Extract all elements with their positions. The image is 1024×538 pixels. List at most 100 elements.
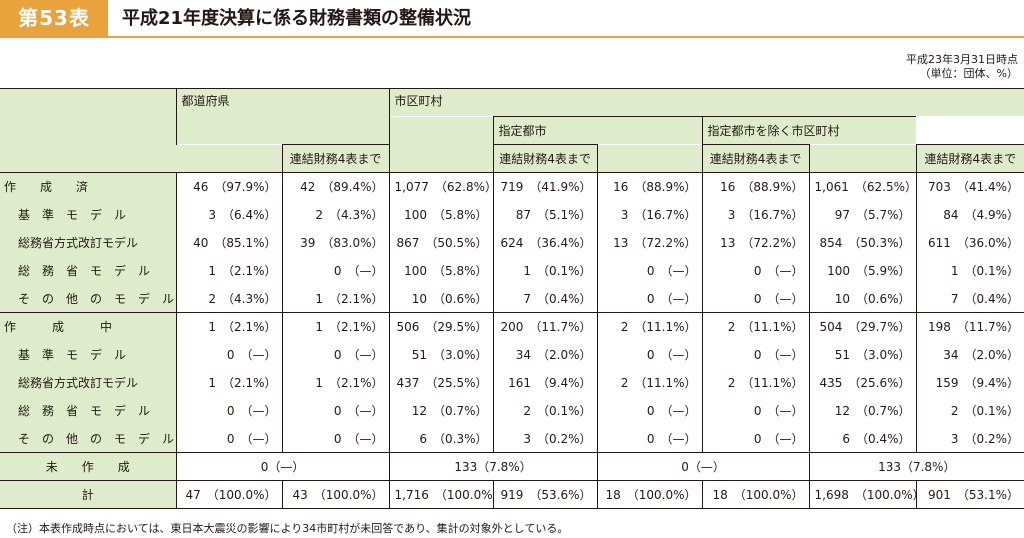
table-cell: 42 （89.4%） bbox=[281, 172, 390, 201]
cell-percent: （0.1%） bbox=[537, 404, 592, 418]
table-cell: 51 （3.0%） bbox=[808, 340, 917, 369]
col-header-non-designated: 指定都市を除く市区町村 bbox=[701, 116, 917, 145]
table-cell: 0 （—） bbox=[596, 284, 703, 313]
cell-count: 435 bbox=[819, 376, 843, 390]
cell-count: 34 bbox=[943, 348, 959, 362]
cell-count: 1,077 bbox=[394, 180, 429, 195]
cell-count: 2 bbox=[208, 291, 216, 306]
cell-percent: （53.1%） bbox=[956, 488, 1020, 502]
col-header-municipalities: 市区町村 bbox=[388, 88, 1024, 117]
table-row: 総務省方式改訂モデル 1 （2.1%） 1 （2.1%） 437 （25.5%） 161 （9.… bbox=[0, 368, 1024, 397]
cell-percent: （3.0%） bbox=[856, 348, 911, 362]
cell-percent: （—） bbox=[660, 431, 697, 446]
cell-percent: （—） bbox=[240, 431, 277, 446]
cell-count: 2 bbox=[727, 376, 736, 390]
cell-percent: （29.5%） bbox=[425, 320, 488, 335]
cell-percent: （62.8%） bbox=[434, 180, 494, 195]
row-total-label: 計 bbox=[0, 480, 176, 509]
cell-count: 901 bbox=[928, 488, 951, 502]
table-cell: 1,077 （62.8%） bbox=[388, 172, 494, 201]
table-cell: 13 （72.2%） bbox=[596, 228, 703, 257]
col-header-designated: 指定都市 bbox=[492, 116, 703, 145]
col-header-consolidated: 連結財務4表まで bbox=[492, 144, 598, 173]
cell-percent: （36.0%） bbox=[956, 236, 1020, 250]
cell-count: 51 bbox=[834, 348, 851, 362]
uncreated-designated-cell: 0（—） bbox=[596, 452, 810, 481]
cell-count: 0 bbox=[646, 404, 655, 418]
cell-percent: （0.7%） bbox=[433, 404, 488, 418]
row-model-label: 総務省方式改訂モデル bbox=[0, 228, 176, 257]
cell-percent: （41.9%） bbox=[529, 180, 592, 195]
table-row: 作 成 中 1 （2.1%） 1 （2.1%） 506 （29.5%） 200 （11.7%） 2… bbox=[0, 312, 1024, 341]
cell-percent: （11.1%） bbox=[634, 376, 697, 390]
cell-percent: （6.4%） bbox=[222, 208, 277, 222]
table-cell: 40 （85.1%） bbox=[175, 228, 282, 257]
table-cell: 97 （5.7%） bbox=[808, 200, 917, 229]
table-cell: 198 （11.7%） bbox=[915, 312, 1024, 341]
cell-count: 10 bbox=[411, 291, 428, 306]
cell-percent: （72.2%） bbox=[741, 236, 804, 250]
cell-percent: （2.0%） bbox=[964, 348, 1020, 362]
table-cell: 12 （0.7%） bbox=[388, 396, 494, 425]
table-cell: 2 （11.1%） bbox=[701, 368, 810, 397]
table-cell: 100 （5.9%） bbox=[808, 256, 917, 285]
table-cell: 3 （16.7%） bbox=[701, 200, 810, 229]
cell-count: 3 bbox=[208, 208, 216, 222]
table-cell: 0 （—） bbox=[175, 396, 282, 425]
table-cell: 0 （—） bbox=[596, 424, 703, 453]
table-cell: 34 （2.0%） bbox=[915, 340, 1024, 369]
cell-count: 87 bbox=[515, 208, 532, 222]
row-model-label: 総 務 省 モ デ ル bbox=[0, 256, 176, 285]
table-cell: 0 （—） bbox=[596, 256, 703, 285]
cell-count: 3 bbox=[727, 208, 736, 222]
col-header-consolidated: 連結財務4表まで bbox=[915, 144, 1024, 173]
page-title: 平成21年度決算に係る財務書類の整備状況 bbox=[122, 8, 472, 29]
table-cell: 47 （100.0%） bbox=[175, 480, 282, 509]
cell-count: 0 bbox=[226, 348, 235, 362]
cell-count: 854 bbox=[819, 236, 843, 250]
cell-percent: （—） bbox=[660, 348, 697, 362]
table-cell: 2 （11.1%） bbox=[596, 312, 703, 341]
table-meta: 平成23年3月31日時点 （単位：団体、%） bbox=[906, 53, 1018, 81]
cell-percent: （0.6%） bbox=[856, 291, 911, 306]
row-category-label: 作 成 済 bbox=[0, 172, 176, 201]
cell-percent: （72.2%） bbox=[634, 236, 697, 250]
cell-percent: （—） bbox=[347, 431, 384, 446]
table-cell: 0 （—） bbox=[175, 340, 282, 369]
cell-count: 437 bbox=[396, 376, 420, 390]
cell-count: 1,716 bbox=[394, 488, 429, 502]
cell-percent: （—） bbox=[240, 404, 277, 418]
cell-count: 100 bbox=[404, 264, 428, 278]
title-underline bbox=[0, 36, 1024, 38]
cell-percent: （89.4%） bbox=[321, 180, 384, 195]
table-cell: 624 （36.4%） bbox=[492, 228, 598, 257]
cell-count: 7 bbox=[950, 291, 959, 306]
table-cell: 1 （2.1%） bbox=[281, 312, 390, 341]
cell-count: 16 bbox=[613, 180, 629, 195]
header-corner bbox=[0, 88, 176, 173]
table-cell: 2 （0.1%） bbox=[492, 396, 598, 425]
table-row: 基 準 モ デ ル 0 （—） 0 （—） 51 （3.0%） 34 （2.0%） 0 （—） 0 （—… bbox=[0, 340, 1024, 369]
row-model-label: 基 準 モ デ ル bbox=[0, 340, 176, 369]
cell-count: 0 bbox=[646, 291, 655, 306]
table-cell: 1 （2.1%） bbox=[175, 368, 282, 397]
cell-percent: （—） bbox=[767, 348, 804, 362]
cell-count: 0 bbox=[333, 404, 342, 418]
cell-percent: （2.1%） bbox=[222, 264, 277, 278]
as-of-date: 平成23年3月31日時点 bbox=[906, 53, 1018, 66]
table-cell: 2 （11.1%） bbox=[596, 368, 703, 397]
table-cell: 1,716 （100.0%） bbox=[388, 480, 494, 509]
table-cell: 6 （0.4%） bbox=[808, 424, 917, 453]
cell-count: 2 bbox=[620, 320, 629, 335]
cell-percent: （29.7%） bbox=[848, 320, 911, 335]
row-model-label: 基 準 モ デ ル bbox=[0, 200, 176, 229]
cell-count: 0 bbox=[646, 348, 655, 362]
cell-count: 3 bbox=[523, 431, 532, 446]
cell-percent: （88.9%） bbox=[741, 180, 804, 195]
cell-percent: （25.5%） bbox=[425, 376, 488, 390]
cell-count: 16 bbox=[720, 180, 736, 195]
cell-count: 0 bbox=[753, 404, 762, 418]
cell-count: 39 bbox=[300, 236, 316, 250]
cell-count: 2 bbox=[727, 320, 736, 335]
cell-percent: （100.0%） bbox=[733, 488, 804, 502]
